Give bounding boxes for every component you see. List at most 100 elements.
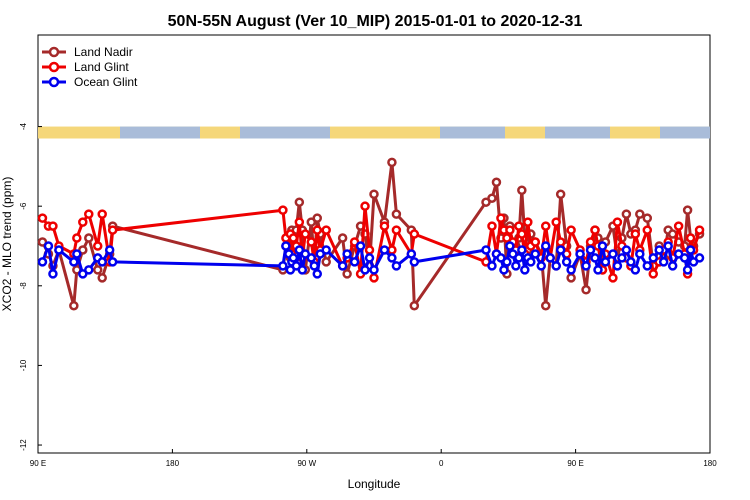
data-point-land-glint [505, 225, 515, 235]
legend-item-land-glint: Land Glint [42, 60, 129, 74]
legend-marker-ocean-glint [48, 76, 60, 88]
data-point-ocean-glint [617, 253, 627, 263]
data-point-land-nadir [92, 265, 103, 275]
data-point-ocean-glint [635, 249, 645, 259]
data-point-land-nadir [621, 209, 632, 219]
data-point-land-nadir [581, 285, 591, 295]
x-tick-label: 90 E [30, 459, 46, 468]
data-point-land-glint [364, 245, 375, 255]
data-point-land-glint [278, 205, 288, 215]
data-point-ocean-glint [278, 261, 288, 271]
legend-item-land-nadir: Land Nadir [42, 45, 133, 59]
y-tick-label: -12 [19, 439, 28, 451]
data-point-land-glint [590, 225, 600, 235]
legend-label-land-glint: Land Glint [74, 60, 129, 74]
data-point-land-glint [321, 225, 331, 235]
data-point-land-glint [72, 233, 82, 243]
data-point-ocean-glint [107, 257, 118, 267]
data-point-land-nadir [337, 233, 348, 243]
data-point-land-glint [523, 217, 533, 227]
y-tick-label: -4 [19, 122, 28, 130]
data-point-ocean-glint [37, 257, 48, 267]
data-point-land-nadir [491, 177, 502, 188]
data-point-ocean-glint [682, 265, 693, 275]
data-point-land-glint [673, 221, 684, 231]
x-tick-label: 180 [166, 459, 180, 468]
band-ocean-segment [545, 126, 610, 139]
data-point-ocean-glint [406, 249, 417, 259]
data-point-ocean-glint [685, 245, 696, 255]
data-point-ocean-glint [505, 241, 515, 251]
legend-label-land-nadir: Land Nadir [74, 45, 133, 59]
legend-marker-land-glint [48, 61, 60, 73]
data-point-ocean-glint [536, 261, 547, 271]
x-tick-label: 0 [439, 459, 444, 468]
data-point-ocean-glint [487, 261, 497, 271]
data-point-land-glint [585, 237, 596, 247]
data-point-ocean-glint [540, 241, 551, 251]
data-point-land-nadir [517, 185, 527, 196]
data-point-ocean-glint [581, 261, 591, 271]
data-point-land-nadir [97, 273, 107, 283]
x-tick-label: 90 W [297, 459, 316, 468]
data-point-land-glint [312, 225, 323, 235]
data-point-ocean-glint [555, 245, 566, 255]
data-point-ocean-glint [551, 261, 561, 271]
data-point-ocean-glint [502, 257, 512, 267]
data-point-ocean-glint [648, 253, 659, 263]
y-tick-label: -10 [19, 359, 28, 371]
data-point-land-nadir [387, 157, 397, 168]
data-point-land-nadir [69, 300, 79, 311]
data-point-ocean-glint [621, 245, 632, 255]
series-layer [37, 157, 705, 311]
data-point-ocean-glint [72, 249, 82, 259]
data-point-land-glint [78, 217, 88, 227]
data-point-land-nadir [391, 209, 402, 219]
data-point-ocean-glint [54, 245, 64, 255]
land-ocean-band [38, 126, 710, 139]
data-point-land-nadir [667, 229, 678, 239]
data-point-ocean-glint [391, 261, 402, 271]
data-point-land-nadir [682, 205, 693, 215]
data-point-land-nadir [642, 213, 653, 223]
legend-label-ocean-glint: Ocean Glint [74, 75, 138, 89]
data-point-land-nadir [635, 209, 645, 219]
data-point-land-glint [530, 237, 541, 247]
data-point-land-glint [300, 229, 311, 239]
data-point-land-glint [92, 241, 103, 251]
axis-ticks: 90 E 180 90 W 0 90 E 180 -4 -6 -8 -10 -12 [19, 122, 717, 468]
data-point-land-glint [107, 225, 118, 235]
data-point-land-glint [496, 213, 506, 223]
data-point-ocean-glint [630, 265, 641, 275]
data-point-ocean-glint [306, 253, 317, 263]
data-point-ocean-glint [545, 253, 555, 263]
y-tick-label: -6 [19, 202, 28, 210]
data-point-ocean-glint [321, 245, 331, 255]
data-point-ocean-glint [658, 257, 669, 267]
data-point-land-nadir [312, 213, 323, 223]
data-point-land-glint [379, 221, 390, 231]
data-point-land-nadir [540, 300, 551, 311]
data-point-ocean-glint [342, 249, 352, 259]
data-point-ocean-glint [590, 253, 600, 263]
chart-title: 50N-55N August (Ver 10_MIP) 2015-01-01 t… [168, 13, 583, 30]
data-point-land-glint [517, 229, 527, 239]
data-point-land-glint [84, 209, 94, 219]
data-point-land-nadir [555, 189, 566, 199]
data-point-land-nadir [566, 273, 576, 283]
x-axis-label: Longitude [348, 477, 401, 491]
band-ocean-segment [240, 126, 330, 139]
data-point-ocean-glint [679, 253, 690, 263]
data-point-ocean-glint [43, 241, 54, 251]
data-point-ocean-glint [626, 257, 636, 267]
data-point-ocean-glint [511, 261, 521, 271]
data-point-ocean-glint [694, 253, 705, 263]
x-tick-label: 180 [703, 459, 717, 468]
data-point-land-nadir [342, 269, 352, 279]
data-point-ocean-glint [514, 253, 524, 263]
data-point-ocean-glint [597, 241, 608, 251]
data-point-ocean-glint [409, 257, 420, 267]
data-point-land-nadir [487, 193, 497, 203]
data-point-land-glint [288, 233, 299, 243]
data-point-ocean-glint [309, 261, 320, 271]
